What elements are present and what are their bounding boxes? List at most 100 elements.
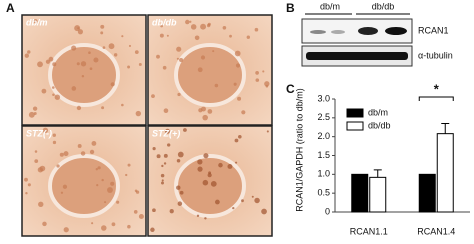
nucleus — [189, 20, 192, 23]
nucleus — [179, 57, 184, 63]
band — [331, 30, 345, 34]
nucleus — [166, 34, 169, 37]
nucleus — [52, 140, 57, 145]
glomerulus — [48, 154, 120, 218]
panel-label: A — [6, 1, 15, 15]
nucleus — [152, 208, 156, 213]
blot-group: db/db — [372, 1, 395, 11]
y-tick-label: 3.0 — [317, 93, 330, 103]
nucleus — [91, 222, 94, 225]
western-blot: db/m db/db RCAN1 α-tubulin — [301, 1, 453, 67]
nucleus — [229, 34, 232, 38]
nucleus — [159, 33, 164, 38]
nucleus — [54, 94, 61, 100]
nucleus — [264, 81, 270, 87]
nucleus — [163, 153, 168, 158]
nucleus — [215, 199, 220, 205]
nucleus — [77, 144, 82, 148]
nucleus — [197, 67, 203, 73]
significance-bracket — [418, 96, 454, 101]
y-tick-label: 0 — [325, 206, 330, 216]
nucleus — [138, 62, 142, 66]
nucleus — [121, 35, 124, 38]
nucleus — [255, 71, 259, 75]
nucleus — [52, 93, 55, 97]
nucleus — [100, 31, 104, 35]
nucleus — [163, 108, 169, 114]
nucleus — [227, 163, 233, 169]
nucleus — [63, 227, 69, 233]
nucleus — [80, 61, 87, 67]
nucleus — [197, 159, 203, 165]
nucleus — [212, 50, 215, 53]
nucleus — [100, 24, 105, 29]
nucleus — [179, 190, 184, 195]
nucleus — [196, 214, 200, 217]
blot-group: db/m — [320, 1, 340, 11]
micrograph-label: STZ(+) — [152, 128, 180, 138]
nucleus — [183, 128, 187, 132]
nucleus — [200, 55, 206, 60]
nucleus — [97, 166, 101, 170]
micrograph-label: STZ(-) — [26, 128, 52, 138]
nucleus — [176, 46, 182, 52]
nucleus — [71, 86, 77, 91]
nucleus — [214, 83, 219, 88]
nucleus — [246, 35, 250, 39]
nucleus — [108, 43, 115, 50]
nucleus — [194, 35, 200, 41]
legend-swatch — [346, 121, 364, 131]
panel-label: C — [286, 82, 295, 96]
band — [306, 52, 408, 60]
nucleus — [134, 50, 139, 55]
nucleus — [134, 189, 138, 193]
nucleus — [234, 50, 241, 57]
nucleus — [62, 184, 68, 189]
glomerulus — [174, 154, 246, 218]
y-tick-label: 0.5 — [317, 188, 330, 198]
x-tick-label: RCAN1.1 — [350, 226, 388, 236]
nucleus — [254, 27, 259, 32]
nucleus — [198, 108, 203, 113]
nucleus — [91, 141, 97, 146]
nucleus — [74, 25, 81, 32]
nucleus — [150, 227, 155, 233]
nucleus — [110, 82, 115, 87]
nucleus — [162, 65, 167, 70]
blot-row-label: RCAN1 — [418, 25, 449, 35]
nucleus — [127, 65, 131, 69]
legend-swatch — [346, 108, 364, 118]
nucleus — [89, 67, 93, 71]
nucleus — [34, 159, 39, 164]
nucleus — [138, 214, 144, 220]
nucleus — [169, 209, 174, 214]
nucleus — [204, 217, 207, 220]
nucleus — [121, 103, 124, 107]
nucleus — [77, 29, 83, 35]
nucleus — [262, 70, 265, 73]
nucleus — [107, 187, 113, 193]
nucleus — [60, 191, 64, 194]
nucleus — [176, 185, 181, 190]
y-tick-label: 2.0 — [317, 131, 330, 141]
micrograph-label: db/db — [152, 17, 177, 27]
bar — [418, 173, 436, 213]
nucleus — [156, 154, 161, 159]
nucleus — [101, 178, 104, 182]
nucleus — [59, 152, 64, 157]
nucleus — [101, 106, 105, 110]
nucleus — [235, 63, 241, 68]
nucleus — [81, 74, 85, 78]
nucleus — [167, 143, 171, 147]
nucleus — [128, 44, 132, 48]
micrographs: db/m db/db STZ(-) STZ(+) — [21, 14, 273, 237]
bar — [436, 133, 454, 213]
nucleus — [202, 179, 209, 186]
nucleus — [37, 61, 43, 68]
nucleus — [234, 138, 239, 143]
nucleus — [202, 114, 208, 121]
nucleus — [222, 26, 227, 30]
nucleus — [135, 110, 142, 117]
nucleus — [42, 221, 47, 227]
bar — [369, 176, 387, 213]
